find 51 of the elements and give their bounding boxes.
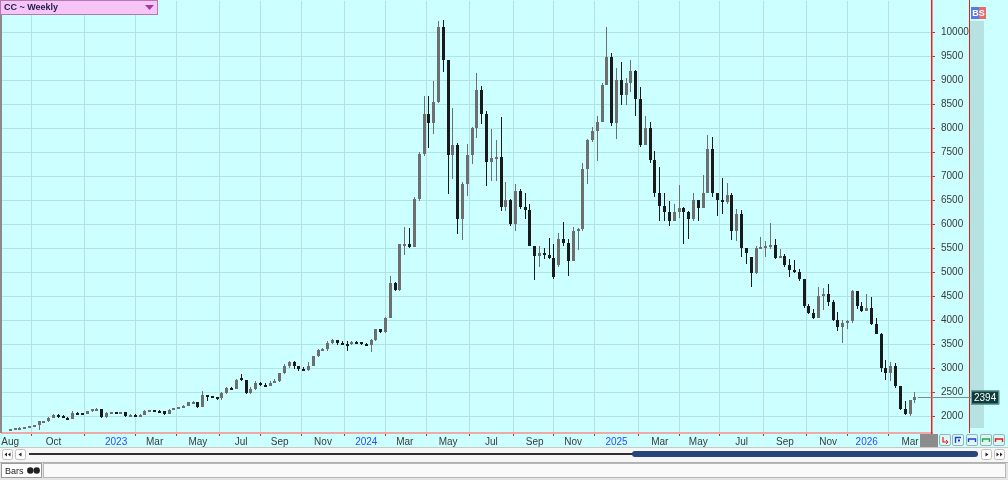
x-tick-label: Mar bbox=[396, 435, 415, 447]
y-tick-label: 10000 bbox=[941, 25, 970, 37]
x-tick-label: Nov bbox=[564, 435, 583, 447]
y-tick-label: 5000 bbox=[941, 265, 964, 277]
candlestick bbox=[495, 140, 498, 181]
x-tick-label: Mar bbox=[651, 435, 670, 447]
x-tick-label: Sep bbox=[525, 435, 545, 447]
x-tick-label: Mar bbox=[901, 435, 920, 447]
text: BS bbox=[971, 7, 986, 19]
y-tick-label: 3000 bbox=[941, 361, 964, 373]
candlestick bbox=[769, 223, 772, 249]
x-tick-label: Mar bbox=[145, 435, 164, 447]
x-tick-label: 2024 bbox=[355, 435, 378, 447]
x-tick-label: Oct bbox=[45, 435, 62, 447]
y-tick-label: 6500 bbox=[941, 193, 964, 205]
candlestick bbox=[577, 228, 580, 250]
x-tick-label: Jul bbox=[735, 435, 748, 447]
candlestick bbox=[490, 129, 493, 181]
x-tick-label: Aug bbox=[1, 435, 20, 447]
x-tick-label: May bbox=[188, 435, 208, 447]
x-tick-label: May bbox=[438, 435, 458, 447]
x-tick-label: Sep bbox=[776, 435, 795, 447]
x-tick-label: 2023 bbox=[104, 435, 128, 447]
annotation: 2394 bbox=[974, 391, 997, 403]
x-tick-label: May bbox=[688, 435, 708, 447]
y-tick-label: 8000 bbox=[941, 121, 964, 133]
title-tab: CC ~ Weekly bbox=[0, 0, 158, 15]
x-tick-label: Sep bbox=[270, 435, 290, 447]
x-tick-label: Jul bbox=[485, 435, 498, 447]
y-tick-label: 3500 bbox=[941, 337, 964, 349]
candlestick bbox=[822, 288, 825, 310]
x-tick-label: Nov bbox=[314, 435, 332, 447]
y-tick-label: 2500 bbox=[941, 385, 964, 397]
y-tick-label: 9500 bbox=[941, 49, 964, 61]
y-tick-label: 4500 bbox=[941, 289, 964, 301]
y-tick-label: 7500 bbox=[941, 145, 964, 157]
y-tick-label: 6000 bbox=[941, 217, 964, 229]
candlestick bbox=[721, 178, 724, 214]
y-tick-label: 9000 bbox=[941, 73, 964, 85]
x-tick-label: 2026 bbox=[855, 435, 879, 447]
y-tick-label: 7000 bbox=[941, 169, 964, 181]
candlestick bbox=[403, 227, 406, 255]
x-tick-label: Jul bbox=[234, 435, 248, 447]
x-tick-label: Nov bbox=[819, 435, 838, 447]
y-tick-label: 2000 bbox=[941, 409, 964, 421]
y-tick-label: 4000 bbox=[941, 313, 964, 325]
y-tick-label: 5500 bbox=[941, 241, 964, 253]
y-tick-label: 8500 bbox=[941, 97, 964, 109]
chart-title: CC ~ Weekly bbox=[4, 2, 59, 13]
x-tick-label: 2025 bbox=[605, 435, 629, 447]
text: Bars bbox=[5, 466, 24, 476]
